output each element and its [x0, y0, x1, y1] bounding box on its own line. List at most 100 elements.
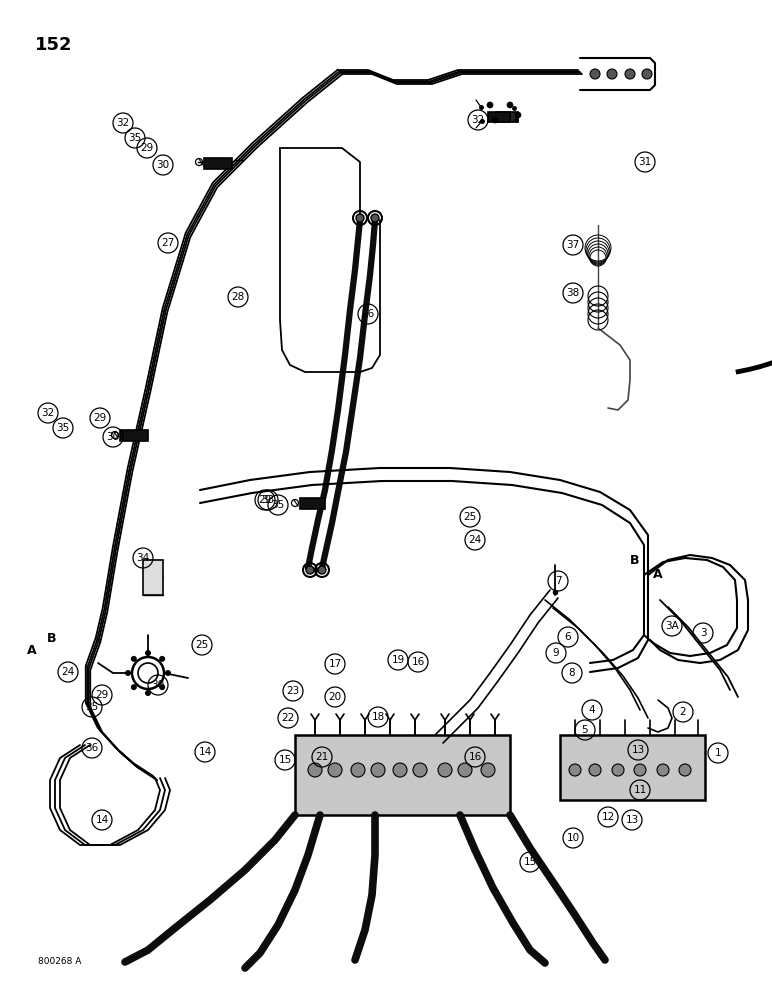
Text: 8: 8 — [569, 668, 575, 678]
Circle shape — [131, 656, 137, 662]
Circle shape — [657, 764, 669, 776]
Text: 6: 6 — [564, 632, 571, 642]
Text: 24: 24 — [469, 535, 482, 545]
Circle shape — [145, 650, 151, 656]
Text: 16: 16 — [411, 657, 425, 667]
Text: 3A: 3A — [665, 621, 679, 631]
Circle shape — [371, 214, 379, 222]
Circle shape — [590, 69, 600, 79]
Text: 15: 15 — [279, 755, 292, 765]
Text: B: B — [47, 632, 57, 645]
Circle shape — [318, 566, 326, 574]
Circle shape — [487, 102, 493, 108]
Text: 25: 25 — [463, 512, 476, 522]
Text: 29: 29 — [141, 143, 154, 153]
Text: 31: 31 — [638, 157, 652, 167]
Text: 37: 37 — [567, 240, 580, 250]
Text: 25: 25 — [195, 640, 208, 650]
Text: 35: 35 — [128, 133, 141, 143]
Text: 30: 30 — [157, 160, 170, 170]
Text: 29: 29 — [259, 495, 272, 505]
Circle shape — [438, 763, 452, 777]
Text: 38: 38 — [567, 288, 580, 298]
Bar — [143, 560, 163, 595]
Text: 15: 15 — [523, 857, 537, 867]
Text: 17: 17 — [328, 659, 342, 669]
Bar — [560, 735, 705, 800]
Circle shape — [642, 69, 652, 79]
Circle shape — [458, 763, 472, 777]
Circle shape — [393, 763, 407, 777]
Circle shape — [159, 656, 165, 662]
Text: 35: 35 — [272, 500, 285, 510]
Circle shape — [515, 112, 521, 118]
Text: 33: 33 — [262, 495, 275, 505]
Bar — [300, 498, 325, 509]
Text: 1: 1 — [715, 748, 721, 758]
Circle shape — [569, 764, 581, 776]
Circle shape — [589, 764, 601, 776]
Bar — [120, 430, 148, 441]
Bar — [204, 158, 232, 169]
Text: 30: 30 — [107, 432, 120, 442]
Text: 32: 32 — [42, 408, 55, 418]
Circle shape — [159, 684, 165, 690]
Text: 16: 16 — [469, 752, 482, 762]
Text: 30: 30 — [151, 680, 164, 690]
Circle shape — [165, 670, 171, 676]
Text: 23: 23 — [286, 686, 300, 696]
Text: B: B — [630, 554, 640, 566]
Circle shape — [351, 763, 365, 777]
Text: 24: 24 — [62, 667, 75, 677]
Text: 152: 152 — [35, 36, 73, 54]
Text: 35: 35 — [86, 702, 99, 712]
Circle shape — [131, 684, 137, 690]
Text: A: A — [653, 568, 663, 582]
Text: 14: 14 — [96, 815, 109, 825]
Circle shape — [607, 69, 617, 79]
Text: 13: 13 — [625, 815, 638, 825]
Bar — [496, 112, 518, 122]
Text: 36: 36 — [86, 743, 99, 753]
Text: 29: 29 — [93, 413, 107, 423]
Text: 3: 3 — [699, 628, 706, 638]
Text: 32: 32 — [117, 118, 130, 128]
Circle shape — [634, 764, 646, 776]
Text: 35: 35 — [56, 423, 69, 433]
Text: 29: 29 — [96, 690, 109, 700]
Text: 9: 9 — [553, 648, 559, 658]
Text: 5: 5 — [581, 725, 588, 735]
Circle shape — [679, 764, 691, 776]
Circle shape — [308, 763, 322, 777]
Text: 13: 13 — [631, 745, 645, 755]
Text: 21: 21 — [316, 752, 329, 762]
Circle shape — [145, 690, 151, 696]
Text: 800268 A: 800268 A — [38, 958, 81, 966]
Circle shape — [306, 566, 314, 574]
Circle shape — [413, 763, 427, 777]
Text: A: A — [27, 644, 37, 656]
Circle shape — [612, 764, 624, 776]
Text: 26: 26 — [361, 309, 374, 319]
Text: 20: 20 — [328, 692, 341, 702]
Text: 14: 14 — [198, 747, 212, 757]
Text: 27: 27 — [161, 238, 174, 248]
Circle shape — [481, 763, 495, 777]
Text: 22: 22 — [281, 713, 295, 723]
Text: 19: 19 — [391, 655, 405, 665]
Circle shape — [371, 763, 385, 777]
Text: 12: 12 — [601, 812, 615, 822]
Text: 18: 18 — [371, 712, 384, 722]
Circle shape — [492, 117, 498, 123]
Circle shape — [356, 214, 364, 222]
Bar — [488, 112, 510, 122]
Text: 4: 4 — [589, 705, 595, 715]
Text: 10: 10 — [567, 833, 580, 843]
Text: 7: 7 — [555, 576, 561, 586]
Text: 28: 28 — [232, 292, 245, 302]
Bar — [295, 735, 510, 815]
Text: 34: 34 — [137, 553, 150, 563]
Circle shape — [625, 69, 635, 79]
Circle shape — [328, 763, 342, 777]
Text: 11: 11 — [633, 785, 647, 795]
